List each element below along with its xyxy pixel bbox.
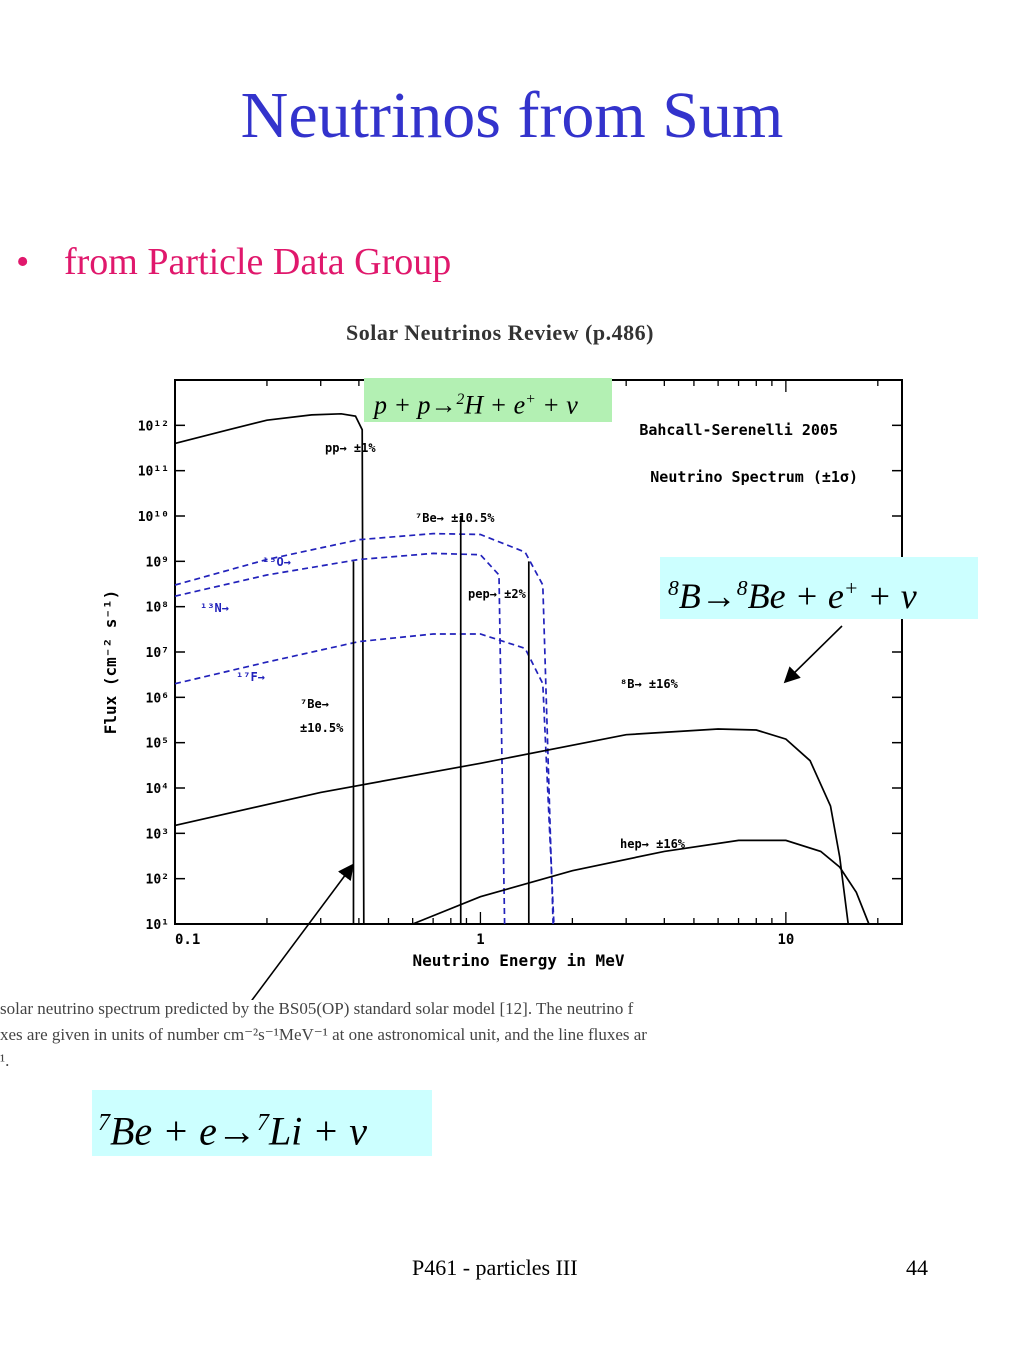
y-tick-label: 10¹ (146, 918, 169, 933)
series-1-line (174, 552, 506, 925)
series-1-label: ¹³N→ (200, 601, 229, 615)
x-tick-label: 0.1 (175, 932, 200, 948)
caption-line-2: xes are given in units of number cm⁻²s⁻¹… (0, 1025, 647, 1044)
series-5-line (412, 839, 870, 925)
y-axis-label: Flux (cm⁻² s⁻¹) (101, 590, 120, 735)
y-tick-label: 10⁹ (146, 555, 169, 570)
y-tick-label: 10⁵ (146, 737, 169, 752)
series-0-line (174, 412, 365, 925)
series-3-line (174, 633, 555, 925)
chart-annotation-model: Bahcall-Serenelli 2005 (639, 421, 838, 439)
series-2-line (174, 532, 554, 925)
bullet-dot-icon: • (16, 241, 30, 283)
bullet-item: • from Particle Data Group (16, 240, 451, 284)
x-tick-label: 1 (476, 932, 484, 948)
x-tick-label: 10 (777, 932, 794, 948)
be7-annotation-arrow (251, 863, 354, 1000)
caption-line-1: solar neutrino spectrum predicted by the… (0, 999, 634, 1018)
series-3-label: ¹⁷F→ (236, 670, 265, 684)
y-tick-label: 10⁸ (146, 601, 169, 616)
y-tick-label: 10² (146, 873, 169, 888)
series-4-label: ⁸B→ ±16% (620, 677, 679, 691)
footer-course: P461 - particles III (412, 1255, 578, 1280)
x-axis-label: Neutrino Energy in MeV (413, 951, 625, 970)
series-4-line (174, 728, 850, 925)
bullet-text: from Particle Data Group (64, 241, 452, 283)
y-tick-label: 10³ (146, 827, 169, 842)
caption-line-3: ¹. (0, 1051, 10, 1070)
line-source-2-label: pep→ ±2% (468, 587, 527, 601)
series-2-label: ¹⁵O→ (262, 555, 291, 569)
slide-title: Neutrinos from Sum (240, 79, 784, 152)
y-tick-label: 10⁷ (146, 646, 169, 661)
line-source-0-label: ⁷Be→ (300, 697, 329, 711)
figure-caption: solar neutrino spectrum predicted by the… (0, 996, 1024, 1074)
y-tick-label: 10¹² (138, 419, 169, 434)
neutrino-spectrum-chart: 10¹ 10² 10³ 10⁴ 10⁵ 10⁶ 10⁷ 10⁸ 10⁹ 10¹⁰ 10¹¹ 10¹² 0… (101, 379, 903, 1000)
b8-decay-equation: 8B→8Be + e+ + ν (660, 557, 978, 619)
y-tick-label: 10¹¹ (138, 465, 169, 480)
figure-title: Solar Neutrinos Review (p.486) (346, 320, 654, 345)
line-source-1-label: ⁷Be→ ±10.5% (415, 511, 495, 525)
footer-page-number: 44 (906, 1255, 928, 1280)
series-0-label: pp→ ±1% (325, 441, 376, 455)
line-source-0-uncertainty: ±10.5% (300, 721, 344, 735)
b8-annotation-arrow (783, 625, 843, 684)
be7-capture-equation: 7Be + e→7Li + ν (92, 1090, 432, 1156)
chart-annotation-spectrum: Neutrino Spectrum (±1σ) (650, 468, 858, 486)
y-tick-label: 10⁴ (146, 782, 169, 797)
pp-reaction-equation: p + p→2H + e+ + ν (364, 378, 612, 422)
y-tick-label: 10⁶ (146, 691, 169, 706)
series-5-label: hep→ ±16% (620, 837, 686, 851)
y-tick-label: 10¹⁰ (138, 510, 169, 525)
